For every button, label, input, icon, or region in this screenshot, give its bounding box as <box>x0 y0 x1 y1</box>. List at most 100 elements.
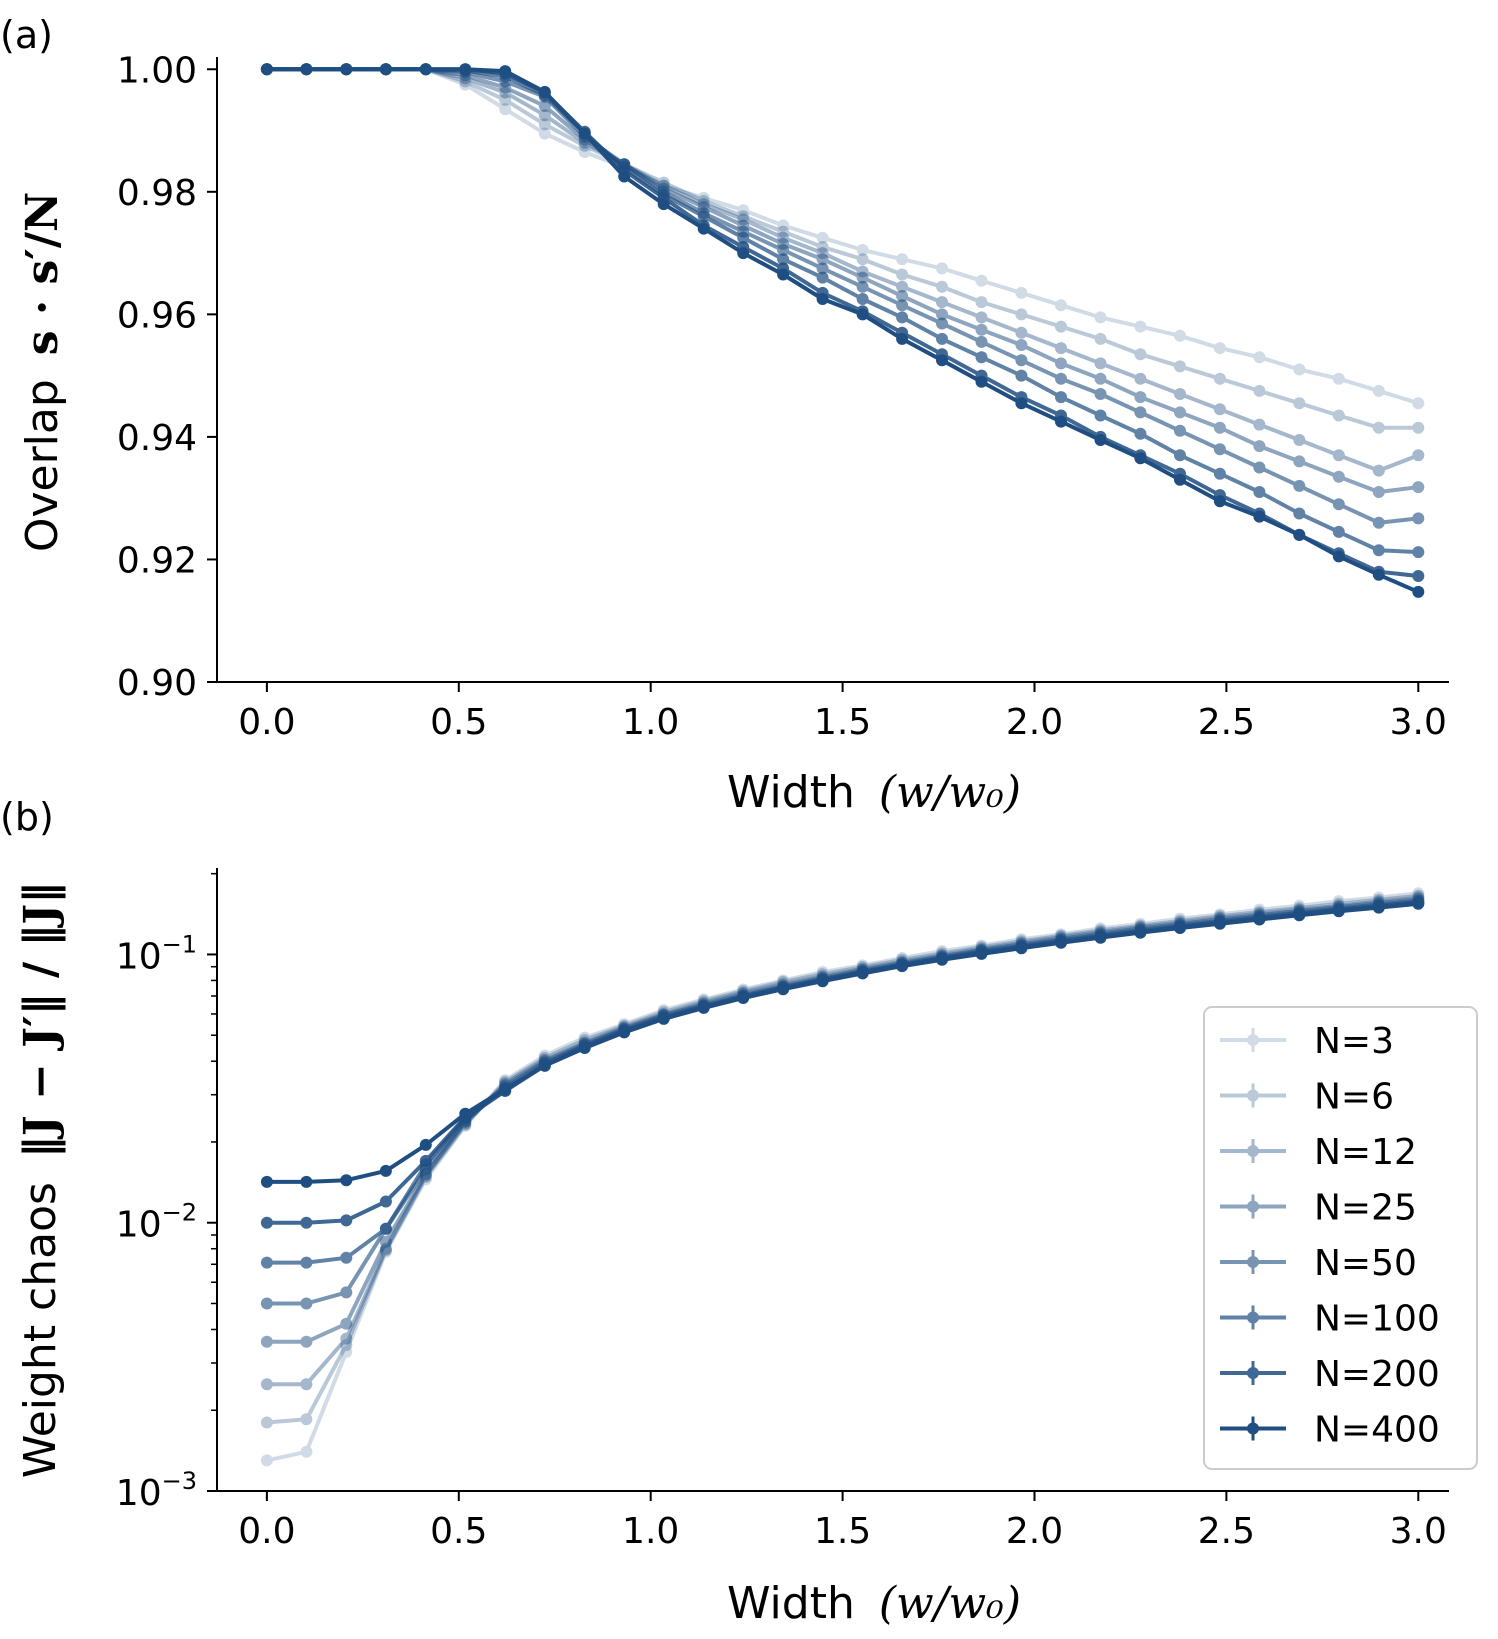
panel-a-data-point <box>1055 342 1067 355</box>
panel-a-data-point <box>1253 461 1266 474</box>
panel-a-data-point <box>1134 406 1147 419</box>
panel-a-ytick-label: 1.00 <box>117 50 197 91</box>
panel-a-data-point <box>1055 320 1067 333</box>
panel-a-data-point <box>896 299 909 312</box>
panel-a-data-point <box>1293 434 1306 446</box>
panel-a-series-n-6 <box>260 63 1425 434</box>
panel-a-data-point <box>1015 339 1028 351</box>
panel-b-data-point <box>578 1042 591 1054</box>
panel-b-data-point <box>618 1026 631 1039</box>
legend-item <box>1220 1416 1286 1441</box>
panel-a-data-point <box>975 375 988 388</box>
panel-a-data-point <box>816 262 829 275</box>
panel-b-data-point <box>896 960 909 973</box>
panel-a-series-n-25 <box>260 63 1425 498</box>
panel-a-data-point <box>1412 570 1425 582</box>
panel-b-data-point <box>340 1286 353 1299</box>
panel-a-data-point <box>1134 320 1147 333</box>
panel-a-data-point <box>777 219 790 232</box>
panel-b-data-point <box>1055 936 1067 949</box>
panel-a-data-point <box>1015 326 1028 339</box>
panel-b-data-point <box>379 1195 392 1208</box>
panel-a-xtick-label: 2.0 <box>1006 702 1063 743</box>
panel-a-data-point <box>1412 512 1425 525</box>
panel-a-data-point <box>1253 418 1266 431</box>
panel-a-data-point <box>1174 424 1186 437</box>
panel-b-ytick-label: 10−2 <box>116 1199 197 1246</box>
panel-a-data-point <box>538 85 551 98</box>
panel-a-data-point <box>538 109 551 122</box>
panel-a-data-point <box>1332 372 1345 385</box>
panel-a-data-point <box>975 296 988 309</box>
panel-b-data-point <box>1253 913 1266 926</box>
legend-label: N=50 <box>1314 1243 1417 1284</box>
panel-a-ytick-label: 0.98 <box>117 173 197 214</box>
panel-a-data-point <box>578 127 591 140</box>
legend-item <box>1220 1139 1286 1163</box>
legend-item <box>1220 1083 1286 1108</box>
panel-b-data-point <box>300 1175 313 1188</box>
legend-item <box>1220 1250 1286 1274</box>
panel-a-data-point <box>856 271 869 284</box>
panel-a-data-point <box>1293 455 1306 468</box>
panel-a-data-point <box>1134 372 1147 385</box>
panel-b-data-point <box>657 1012 670 1025</box>
panel-b-ytick-label: 10−3 <box>116 1467 197 1514</box>
panel-a-data-point <box>1213 372 1226 385</box>
panel-a-data-point <box>896 280 909 293</box>
panel-a-data-point <box>1213 421 1226 434</box>
panel-a-xlabel: Width (w/w₀) <box>727 767 1021 818</box>
legend-item <box>1220 1028 1286 1052</box>
legend-marker <box>1247 1311 1259 1324</box>
panel-a-series-line <box>266 67 1419 494</box>
panel-b-data-point <box>340 1345 353 1358</box>
panel-a-data-point <box>1412 449 1425 462</box>
legend-label: N=200 <box>1314 1354 1440 1395</box>
panel-a-data-point <box>1372 464 1385 477</box>
panel-b-data-point <box>1412 897 1425 910</box>
panel-a-data-point <box>856 280 869 293</box>
panel-a-series-n-400 <box>260 63 1425 598</box>
panel-a-data-point <box>896 290 909 302</box>
legend-label: N=6 <box>1314 1077 1394 1118</box>
panel-b-xtick-label: 0.5 <box>430 1511 487 1552</box>
panel-a-series-line <box>266 67 1419 430</box>
panel-b-series-n-400 <box>260 897 1425 1188</box>
panel-b-data-point <box>340 1251 353 1264</box>
panel-a-ylabel-text: Overlap <box>17 379 68 552</box>
panel-a-data-point <box>777 244 790 256</box>
panel-a-ytick-label: 0.92 <box>117 540 197 581</box>
panel-b-data-point <box>300 1256 313 1269</box>
panel-a-data-point <box>657 198 670 211</box>
panel-a-data-point <box>499 93 512 106</box>
panel-a-data-point <box>737 204 750 217</box>
panel-a-data-point <box>816 231 829 244</box>
panel-a-data-point <box>1332 550 1345 563</box>
panel-b-ylabel: Weight chaos ‖J − J′‖ / ‖J‖ <box>15 882 66 1478</box>
panel-a-data-point <box>1332 498 1345 511</box>
panel-b-xlabel: Width (w/w₀) <box>727 1578 1021 1629</box>
panel-a-data-point <box>936 280 948 293</box>
panel-a-data-point <box>1332 409 1345 422</box>
panel-a-data-point <box>936 262 948 275</box>
panel-a-data-point <box>1412 585 1425 598</box>
panel-a-data-point <box>1055 415 1067 428</box>
legend-label: N=12 <box>1314 1132 1417 1173</box>
panel-a-data-point <box>816 253 829 266</box>
panel-a-ylabel-math: s · s′/N <box>17 192 68 355</box>
panel-a-data-point <box>1213 443 1226 456</box>
legend-frame <box>1203 1006 1478 1470</box>
panel-a-data-point <box>697 191 710 204</box>
panel-a-data-point <box>697 210 710 223</box>
panel-a-data-point <box>340 63 353 76</box>
panel-a-series-n-100 <box>260 63 1425 559</box>
panel-a-data-point <box>737 247 750 260</box>
panel-a-data-point <box>856 308 869 321</box>
panel-b-data-point <box>300 1413 313 1426</box>
panel-b-data-point <box>260 1416 273 1429</box>
panel-b-data-point <box>260 1216 273 1229</box>
panel-a-data-point <box>816 293 829 305</box>
panel-a-data-point <box>1293 479 1306 492</box>
legend-marker <box>1247 1256 1259 1268</box>
